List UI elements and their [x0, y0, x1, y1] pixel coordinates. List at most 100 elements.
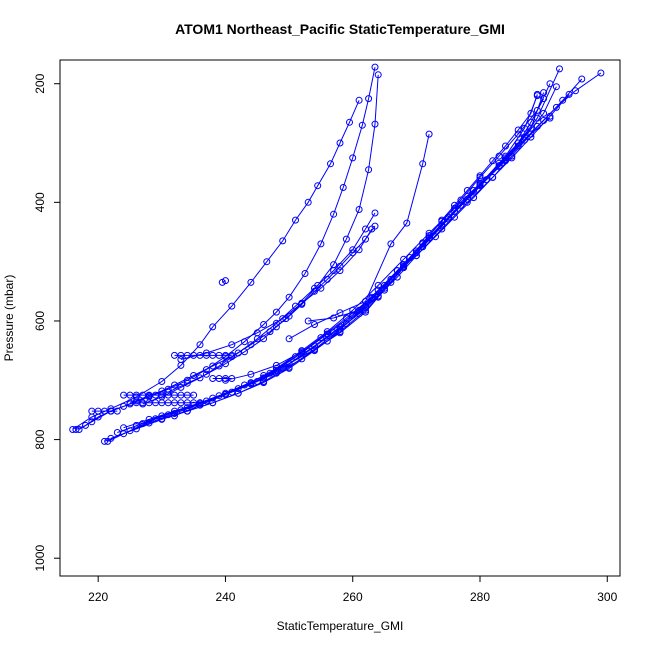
series-11 [171, 89, 548, 420]
data-point [476, 181, 484, 189]
series-24 [209, 375, 236, 382]
data-point [314, 182, 322, 190]
y-tick-label: 200 [33, 73, 47, 93]
data-point [371, 209, 379, 217]
data-point [311, 284, 318, 292]
data-point [196, 374, 204, 382]
series-23 [88, 407, 121, 415]
x-axis-label: StaticTemperature_GMI [277, 619, 404, 633]
data-point [578, 75, 586, 83]
data-point [412, 252, 420, 260]
data-point [463, 198, 471, 206]
data-point [88, 418, 96, 426]
data-point [311, 345, 318, 353]
y-tick-label: 600 [33, 311, 47, 331]
series-line [117, 68, 560, 433]
x-tick-label: 240 [215, 590, 235, 604]
data-point [253, 335, 261, 343]
series-20 [171, 351, 236, 359]
data-point [362, 297, 369, 305]
data-point [556, 65, 563, 73]
data-point [113, 429, 121, 436]
series-12 [222, 92, 541, 384]
data-point [358, 121, 366, 129]
data-point [120, 402, 128, 410]
data-point [202, 370, 210, 378]
data-point [552, 83, 560, 91]
data-point [139, 420, 147, 428]
data-point [355, 206, 363, 213]
data-point [260, 321, 268, 328]
chart-title: ATOM1 Northeast_Pacific StaticTemperatur… [175, 21, 505, 37]
series-line [142, 212, 376, 405]
data-point [371, 63, 379, 71]
data-point [346, 118, 353, 126]
data-point [304, 198, 312, 206]
data-point [215, 362, 223, 370]
data-point [164, 411, 172, 419]
data-point [171, 412, 178, 420]
data-point [263, 258, 271, 266]
series-line [263, 94, 538, 376]
series-line [123, 83, 551, 429]
data-point [285, 293, 293, 301]
data-point [349, 246, 357, 254]
x-tick-label: 220 [88, 590, 108, 604]
series-line [78, 67, 376, 430]
data-point [559, 96, 567, 104]
data-point [470, 194, 478, 202]
data-point [285, 360, 293, 368]
data-point [489, 157, 497, 165]
data-point [403, 219, 411, 227]
data-point [387, 240, 395, 248]
y-tick-label: 400 [33, 192, 47, 212]
data-point [419, 160, 427, 168]
data-point [374, 71, 382, 79]
y-axis-label: Pressure (mbar) [2, 275, 16, 362]
data-point [272, 361, 280, 369]
data-point [209, 323, 217, 331]
y-tick-label: 800 [33, 429, 47, 449]
data-point [336, 329, 344, 337]
data-point [228, 375, 236, 382]
data-point [533, 90, 541, 98]
data-point [502, 142, 509, 150]
data-point [425, 130, 433, 138]
data-point [196, 399, 204, 407]
data-point [228, 302, 236, 310]
data-point [597, 69, 605, 77]
data-point [301, 270, 309, 277]
data-point [69, 426, 77, 433]
series-15 [304, 114, 554, 325]
data-point [546, 114, 554, 122]
data-point [190, 391, 198, 399]
data-point [101, 437, 108, 445]
data-point [374, 281, 382, 289]
series-line [174, 92, 545, 417]
data-point [298, 348, 306, 356]
data-point [339, 184, 347, 191]
data-point [317, 334, 325, 342]
series-line [225, 95, 538, 381]
x-tick-label: 280 [470, 590, 490, 604]
data-point [438, 216, 446, 224]
data-point [349, 154, 357, 162]
data-point [365, 95, 373, 103]
data-point [292, 302, 299, 310]
x-axis: 220 240 260 280 300 [88, 576, 618, 604]
data-point [371, 120, 379, 128]
data-point [298, 355, 306, 363]
data-point [400, 262, 408, 270]
data-point [330, 267, 338, 275]
data-point [241, 381, 248, 389]
data-point [438, 221, 446, 229]
data-point [362, 235, 369, 243]
data-point [279, 237, 287, 245]
data-point [317, 240, 325, 248]
y-tick-label: 1000 [33, 545, 47, 572]
series-3 [69, 96, 363, 433]
data-point [521, 124, 528, 132]
data-point [327, 160, 334, 168]
data-point [202, 349, 210, 357]
